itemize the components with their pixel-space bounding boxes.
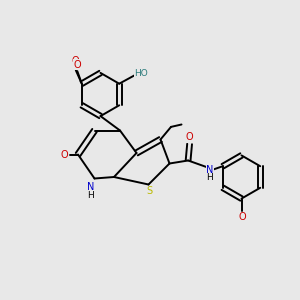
Text: HO: HO — [134, 69, 148, 78]
Text: O: O — [186, 132, 194, 142]
Text: H: H — [206, 173, 213, 182]
Text: N: N — [206, 165, 213, 175]
Text: S: S — [146, 186, 152, 196]
Text: O: O — [72, 56, 80, 66]
Text: N: N — [87, 182, 94, 193]
Text: O: O — [61, 149, 68, 160]
Text: H: H — [88, 190, 94, 200]
Text: O: O — [238, 212, 246, 222]
Text: O: O — [74, 59, 81, 70]
